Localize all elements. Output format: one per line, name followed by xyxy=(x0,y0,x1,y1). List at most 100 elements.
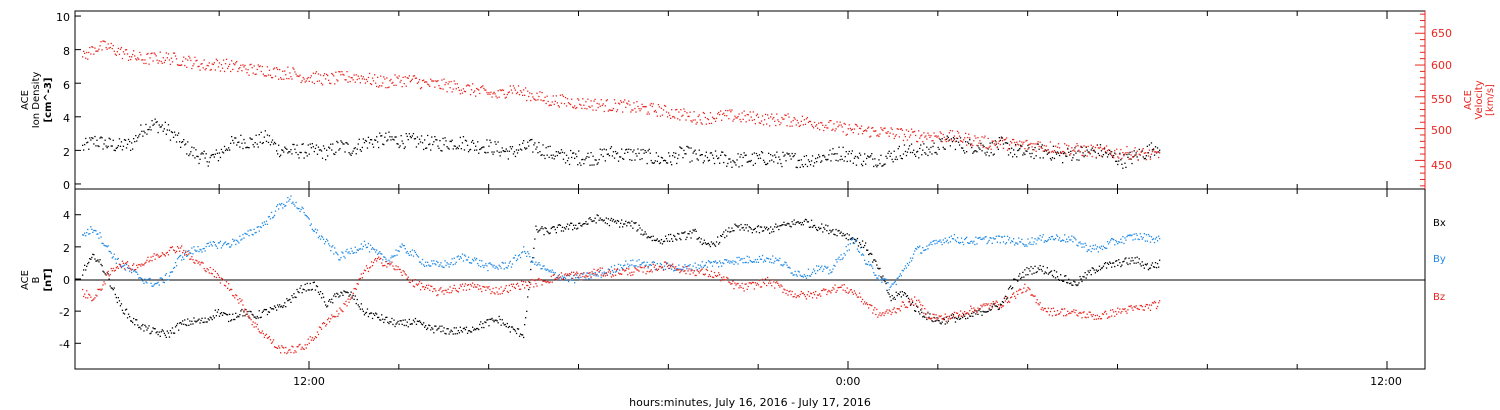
ion-density-point xyxy=(944,148,946,150)
by-point xyxy=(291,202,293,204)
velocity-point xyxy=(255,73,257,75)
bx-point xyxy=(810,219,813,221)
ion-density-point xyxy=(737,153,739,155)
velocity-point xyxy=(946,138,948,140)
bz-point xyxy=(521,280,523,282)
bx-point xyxy=(1099,269,1102,271)
by-point xyxy=(560,277,563,279)
bx-point xyxy=(173,332,176,334)
bx-point xyxy=(134,324,136,326)
velocity-point xyxy=(584,107,586,110)
bz-point xyxy=(140,265,142,267)
bx-point xyxy=(704,242,706,244)
by-point xyxy=(930,241,932,243)
bx-point xyxy=(1111,266,1113,268)
velocity-point xyxy=(403,83,405,85)
by-point xyxy=(1115,239,1117,242)
velocity-point xyxy=(379,85,381,87)
bx-point xyxy=(164,334,166,336)
by-point xyxy=(816,265,818,267)
by-point xyxy=(283,203,285,206)
bz-point xyxy=(171,246,174,248)
bz-point xyxy=(455,289,457,292)
ion-density-point xyxy=(937,146,939,149)
bx-point xyxy=(721,235,723,237)
by-point xyxy=(1105,247,1108,249)
by-point xyxy=(852,237,854,239)
by-point xyxy=(188,250,190,252)
ion-density-point xyxy=(985,154,987,156)
bx-point xyxy=(182,320,184,322)
by-point xyxy=(260,226,262,229)
ion-density-point xyxy=(817,157,819,159)
ion-density-point xyxy=(692,152,694,154)
bx-point xyxy=(794,223,796,226)
by-point xyxy=(1082,243,1084,245)
by-point xyxy=(473,260,475,262)
ion-density-point xyxy=(152,124,154,126)
ion-density-point xyxy=(348,152,350,154)
bz-point xyxy=(397,266,399,268)
velocity-point xyxy=(665,111,668,113)
bz-point xyxy=(164,255,166,257)
ion-density-point xyxy=(867,155,869,157)
bx-point xyxy=(691,232,693,234)
velocity-point xyxy=(901,129,903,131)
by-point xyxy=(823,268,825,270)
by-point xyxy=(755,261,758,263)
bx-point xyxy=(883,279,885,281)
ion-density-point xyxy=(541,154,543,156)
velocity-point xyxy=(932,140,934,142)
bx-point xyxy=(757,225,760,227)
by-point xyxy=(739,259,741,261)
bx-point xyxy=(280,306,282,308)
by-point xyxy=(464,255,467,257)
velocity-point xyxy=(101,49,103,51)
velocity-point xyxy=(769,125,771,127)
velocity-point xyxy=(320,82,323,84)
ion-density-point xyxy=(763,161,766,163)
by-point xyxy=(817,270,819,272)
by-point xyxy=(831,271,833,273)
bx-point xyxy=(1050,270,1053,272)
velocity-point xyxy=(1019,140,1021,142)
bz-point xyxy=(341,310,343,312)
ion-density-point xyxy=(446,146,448,148)
ion-density-point xyxy=(1150,142,1153,144)
velocity-point xyxy=(1063,151,1065,153)
by-point xyxy=(317,237,320,239)
by-point xyxy=(83,234,85,236)
ion-density-point xyxy=(83,149,85,151)
bx-point xyxy=(936,317,938,319)
velocity-point xyxy=(566,98,569,100)
bx-point xyxy=(365,311,368,314)
ion-density-point xyxy=(1136,156,1138,158)
bz-point xyxy=(306,344,308,346)
by-point xyxy=(258,230,260,232)
ion-density-point xyxy=(1156,147,1159,149)
bx-point xyxy=(492,319,494,321)
bx-point xyxy=(142,323,144,326)
bx-point xyxy=(88,261,90,264)
by-point xyxy=(1028,243,1030,245)
bx-point xyxy=(459,326,461,328)
by-point xyxy=(1152,238,1155,240)
bx-point xyxy=(251,313,253,316)
velocity-point xyxy=(431,80,433,82)
ion-density-point xyxy=(419,141,422,143)
velocity-point xyxy=(1052,151,1055,153)
ion-density-point xyxy=(1042,157,1044,159)
ion-density-point xyxy=(246,146,248,148)
velocity-point xyxy=(933,132,935,134)
ion-density-point xyxy=(919,147,921,150)
bz-point xyxy=(391,261,393,263)
by-point xyxy=(632,259,634,261)
bx-point xyxy=(728,227,730,229)
ion-density-point xyxy=(677,157,679,160)
ion-density-point xyxy=(318,149,321,151)
bx-point xyxy=(574,227,576,229)
velocity-point xyxy=(526,99,528,102)
bx-point xyxy=(390,321,392,323)
ion-density-point xyxy=(1031,152,1033,155)
bz-point xyxy=(215,276,217,279)
